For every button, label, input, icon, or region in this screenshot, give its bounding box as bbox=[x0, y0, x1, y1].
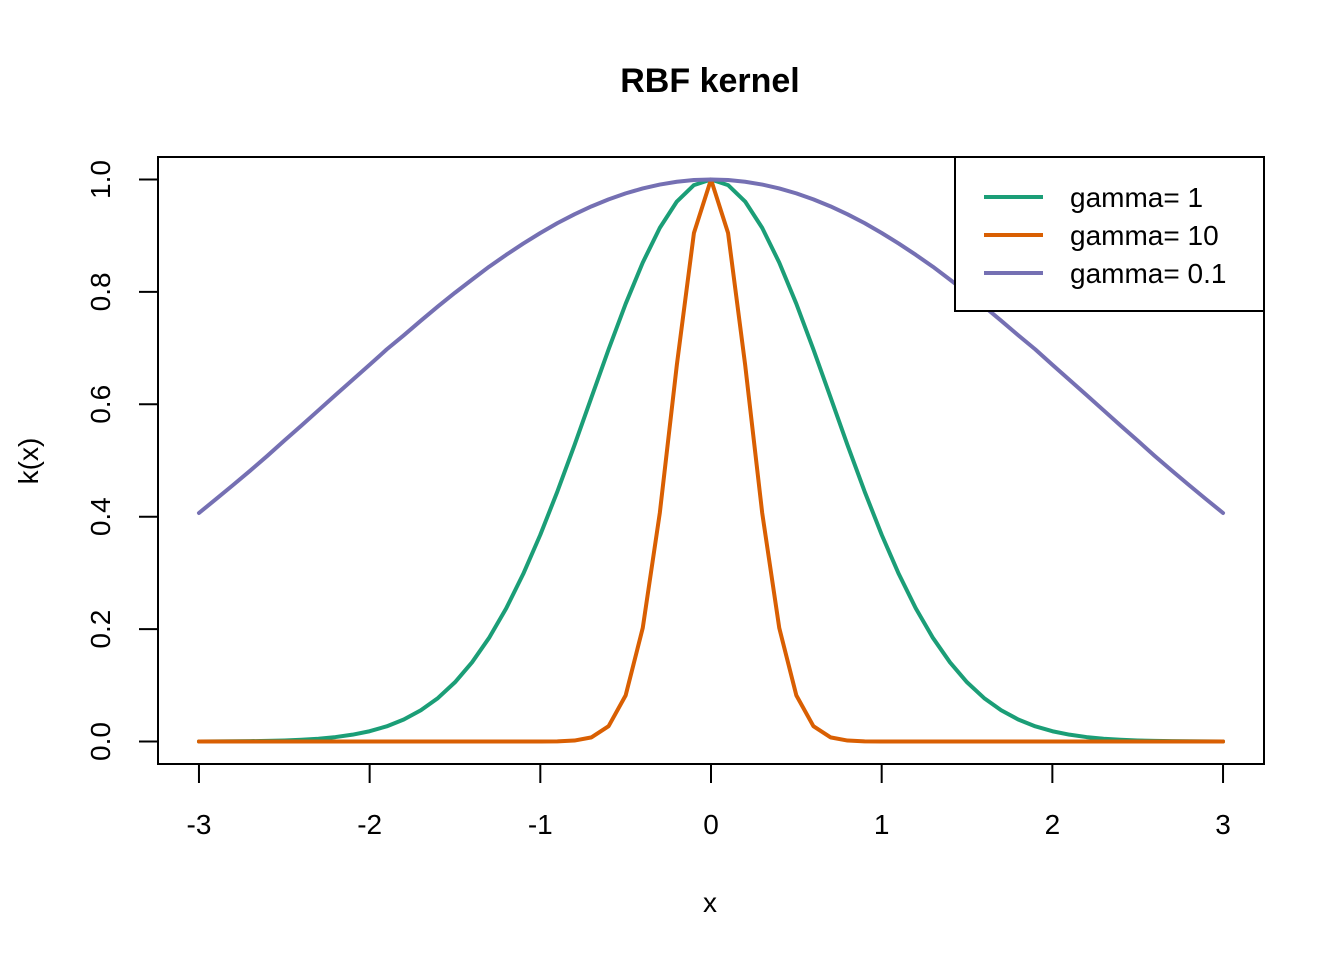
x-tick-label: -1 bbox=[528, 809, 553, 840]
series-layer bbox=[196, 177, 1226, 744]
chart-title: RBF kernel bbox=[620, 62, 800, 100]
y-axis: 0.0 0.2 0.4 0.6 0.8 1.0 bbox=[85, 160, 159, 761]
series-line-3 bbox=[196, 177, 1226, 515]
y-tick-label: 0.2 bbox=[85, 610, 116, 649]
legend-label: gamma= 0.1 bbox=[1070, 258, 1226, 289]
x-tick-label: -2 bbox=[357, 809, 382, 840]
y-axis-title: k(x) bbox=[13, 438, 44, 485]
x-axis: -3 -2 -1 0 1 2 3 bbox=[187, 763, 1231, 840]
x-tick-label: 3 bbox=[1215, 809, 1231, 840]
y-tick-label: 1.0 bbox=[85, 160, 116, 199]
legend-items: gamma= 1 gamma= 10 gamma= 0.1 bbox=[984, 182, 1226, 289]
y-tick-label: 0.0 bbox=[85, 722, 116, 761]
x-tick-label: 0 bbox=[703, 809, 719, 840]
x-axis-title: x bbox=[703, 887, 717, 918]
legend: gamma= 1 gamma= 10 gamma= 0.1 bbox=[954, 156, 1265, 312]
y-tick-label: 0.4 bbox=[85, 497, 116, 536]
y-tick-label: 0.8 bbox=[85, 272, 116, 311]
legend-label: gamma= 1 bbox=[1070, 182, 1203, 213]
y-tick-label: 0.6 bbox=[85, 385, 116, 424]
x-tick-label: 2 bbox=[1045, 809, 1061, 840]
x-tick-label: -3 bbox=[187, 809, 212, 840]
legend-label: gamma= 10 bbox=[1070, 220, 1219, 251]
x-tick-label: 1 bbox=[874, 809, 890, 840]
